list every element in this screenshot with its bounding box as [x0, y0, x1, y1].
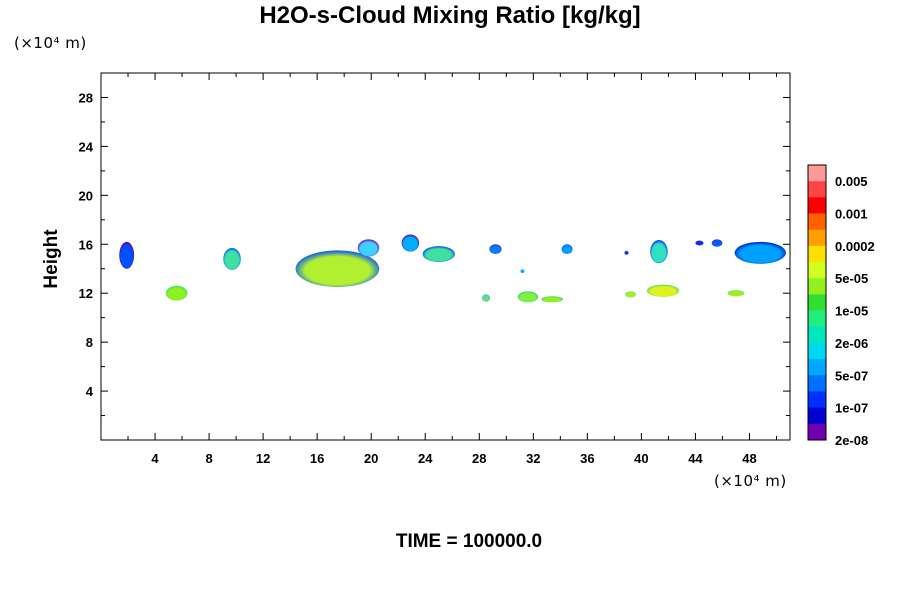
cloud-patch: [401, 234, 420, 252]
colorbar-swatch: [808, 165, 826, 182]
x-tick-label: 4: [151, 451, 159, 466]
cloud-patch: [357, 239, 380, 257]
x-tick-label: 20: [364, 451, 378, 466]
y-tick-label: 4: [86, 384, 94, 399]
colorbar-swatch: [808, 262, 826, 279]
y-tick-label: 24: [79, 139, 94, 154]
chart-title: H2O-s-Cloud Mixing Ratio [kg/kg]: [259, 2, 641, 29]
colorbar-swatch: [808, 310, 826, 328]
colorbar-label: 1e-05: [835, 304, 868, 319]
y-tick-label: 12: [79, 286, 93, 301]
cloud-patch: [422, 246, 455, 263]
colorbar-swatch: [808, 294, 826, 311]
colorbar-swatch: [808, 423, 826, 441]
cloud-patch: [517, 291, 539, 303]
cloud-patch: [727, 290, 745, 297]
cloud-field: [119, 234, 786, 303]
colorbar-swatch: [808, 407, 826, 425]
cloud-patch: [520, 269, 525, 274]
x-tick-label: 12: [256, 451, 270, 466]
x-axis: 4 8 12 16 20 24 28 32 36 40 44 48: [127, 73, 777, 466]
cloud-patch: [561, 244, 573, 255]
cloud-patch: [695, 240, 704, 246]
time-label: TIME = 100000.0: [395, 531, 543, 552]
x-tick-label: 24: [418, 451, 433, 466]
colorbar-swatch: [808, 342, 826, 360]
colorbar-swatch: [808, 391, 826, 409]
cloud-patch: [624, 250, 629, 255]
x-tick-label: 36: [580, 451, 594, 466]
cloud-patch: [646, 284, 680, 297]
cloud-patch: [165, 285, 188, 301]
y-axis-unit: (×10⁴ m): [14, 34, 87, 52]
x-tick-label: 8: [205, 451, 212, 466]
colorbar-swatch: [808, 213, 826, 231]
x-tick-label: 48: [742, 451, 756, 466]
cloud-patch: [711, 239, 723, 247]
cloud-patch: [119, 241, 135, 269]
cloud-patch: [734, 241, 786, 264]
x-axis-unit: (×10⁴ m): [714, 472, 787, 490]
cloud-patch: [489, 244, 502, 255]
y-tick-label: 8: [86, 335, 93, 350]
x-tick-label: 28: [472, 451, 486, 466]
y-tick-label: 28: [79, 90, 93, 105]
colorbar-swatch: [808, 229, 826, 247]
colorbar-swatch: [808, 278, 826, 295]
cloud-patch: [223, 247, 241, 270]
cloud-patch: [650, 239, 668, 264]
cloud-patch: [625, 291, 636, 298]
colorbar-swatch: [808, 359, 826, 376]
x-tick-label: 16: [310, 451, 324, 466]
colorbar-frame: [807, 164, 827, 441]
colorbar-label: 5e-05: [835, 271, 868, 286]
x-tick-label: 44: [688, 451, 703, 466]
cloud-patch: [295, 250, 380, 288]
colorbar-label: 2e-06: [835, 336, 868, 351]
colorbar-label: 1e-07: [835, 401, 868, 416]
y-tick-label: 20: [79, 188, 93, 203]
y-tick-label: 16: [79, 237, 93, 252]
plot-frame: [100, 72, 791, 441]
colorbar-swatch: [808, 375, 826, 392]
colorbar-label: 2e-08: [835, 433, 868, 448]
cloud-patch: [541, 296, 564, 303]
x-tick-label: 40: [634, 451, 648, 466]
colorbar-label: 0.0002: [835, 239, 875, 254]
colorbar-label: 0.001: [835, 207, 868, 222]
colorbar-label: 5e-07: [835, 368, 868, 383]
colorbar-swatch: [808, 245, 826, 263]
colorbar-swatch: [808, 197, 826, 214]
colorbar-swatch: [808, 181, 826, 198]
colorbar: 0.005 0.001 0.0002 5e-05 1e-05 2e-06 5e-07 1e-0…: [807, 164, 875, 448]
cloud-patch: [481, 294, 491, 302]
y-axis: 4 8 12 16 20 24 28: [79, 90, 790, 417]
colorbar-swatch: [808, 326, 826, 344]
colorbar-label: 0.005: [835, 174, 868, 189]
x-tick-label: 32: [526, 451, 540, 466]
